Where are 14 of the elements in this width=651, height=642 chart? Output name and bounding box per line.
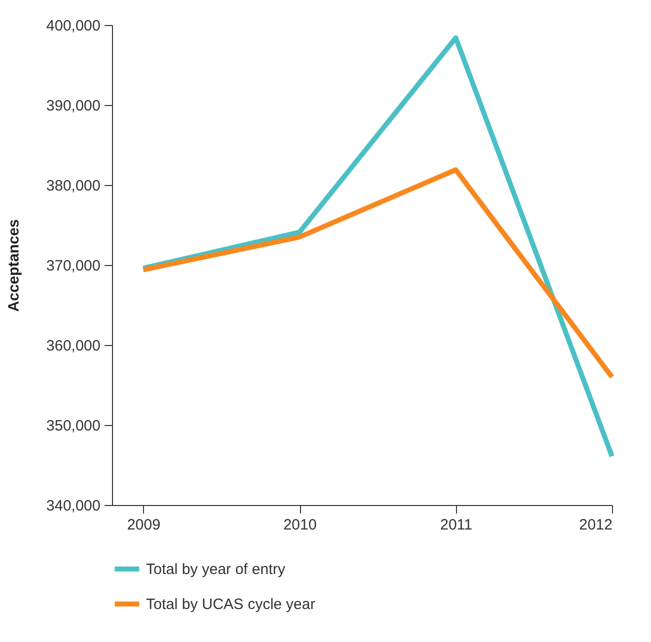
y-tick-label: 390,000 — [46, 98, 100, 114]
y-tick-label: 340,000 — [46, 498, 100, 514]
x-tick-label: 2012 — [579, 516, 612, 534]
y-tick-label: 400,000 — [46, 18, 100, 34]
x-tick-label: 2011 — [440, 516, 472, 534]
x-tick-label: 2010 — [283, 516, 317, 534]
legend-label: Total by UCAS cycle year — [146, 596, 316, 613]
y-tick-label: 370,000 — [46, 258, 100, 274]
y-tick-label: 360,000 — [46, 338, 100, 354]
y-axis-title: Acceptances — [5, 219, 22, 312]
y-tick-label: 380,000 — [46, 178, 100, 194]
y-tick-label: 350,000 — [46, 418, 100, 434]
x-tick-label: 2009 — [127, 516, 160, 534]
legend-label: Total by year of entry — [146, 561, 286, 578]
